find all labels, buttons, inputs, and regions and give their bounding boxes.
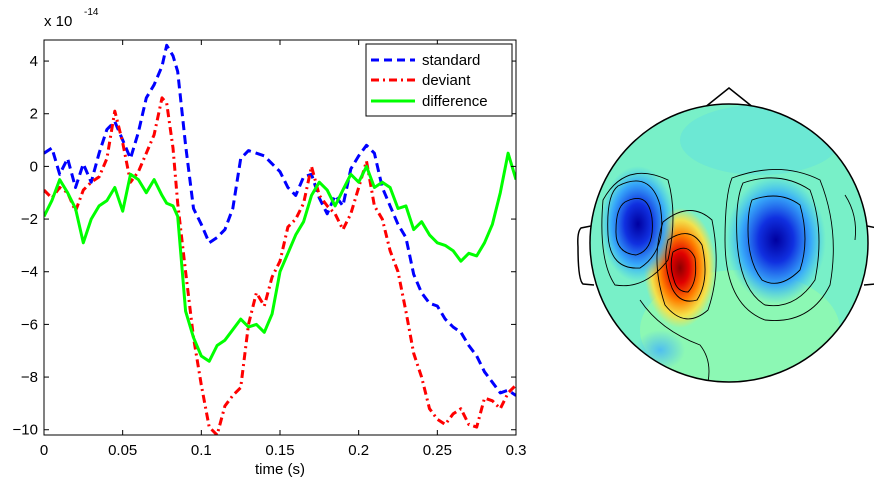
scalp-ears — [577, 87, 874, 286]
head-outline — [589, 103, 869, 383]
y-tick-label: −2 — [21, 211, 38, 228]
y-tick-label: 2 — [30, 106, 38, 123]
x-tick-label: 0.1 — [191, 442, 212, 459]
y-tick-label: −4 — [21, 264, 38, 281]
ticks-layer: 0 0.05 0.1 0.15 0.2 0.25 0.3 −10 −8 −6 −4 −2 0 2 4 — [13, 40, 527, 459]
x-tick-label: 0.2 — [348, 442, 369, 459]
y-tick-label: 0 — [30, 158, 38, 175]
topo-field — [590, 104, 868, 382]
y-tick-label: −6 — [21, 316, 38, 333]
legend-label-standard: standard — [422, 52, 480, 69]
contour-lines — [601, 169, 856, 382]
x-axis-label: time (s) — [255, 461, 305, 478]
y-multiplier-base: x 10 — [44, 13, 72, 30]
x-tick-label: 0 — [40, 442, 48, 459]
field-tint-upper — [680, 105, 840, 175]
series-line-deviant — [44, 96, 516, 435]
y-tick-label: −8 — [21, 369, 38, 386]
y-tick-label: 4 — [30, 53, 38, 70]
legend-label-difference: difference — [422, 93, 488, 110]
y-multiplier-exponent: -14 — [84, 7, 99, 18]
series-line-difference — [44, 151, 516, 363]
y-tick-label: −10 — [13, 422, 38, 439]
left-ear — [577, 225, 595, 286]
x-tick-label: 0.15 — [265, 442, 294, 459]
series-layer — [44, 43, 516, 435]
x-tick-label: 0.3 — [506, 442, 527, 459]
series-line-standard — [44, 43, 516, 397]
legend-label-deviant: deviant — [422, 72, 471, 89]
x-tick-label: 0.25 — [423, 442, 452, 459]
nose — [703, 87, 755, 109]
x-tick-label: 0.05 — [108, 442, 137, 459]
legend: standard deviant difference — [365, 43, 513, 117]
